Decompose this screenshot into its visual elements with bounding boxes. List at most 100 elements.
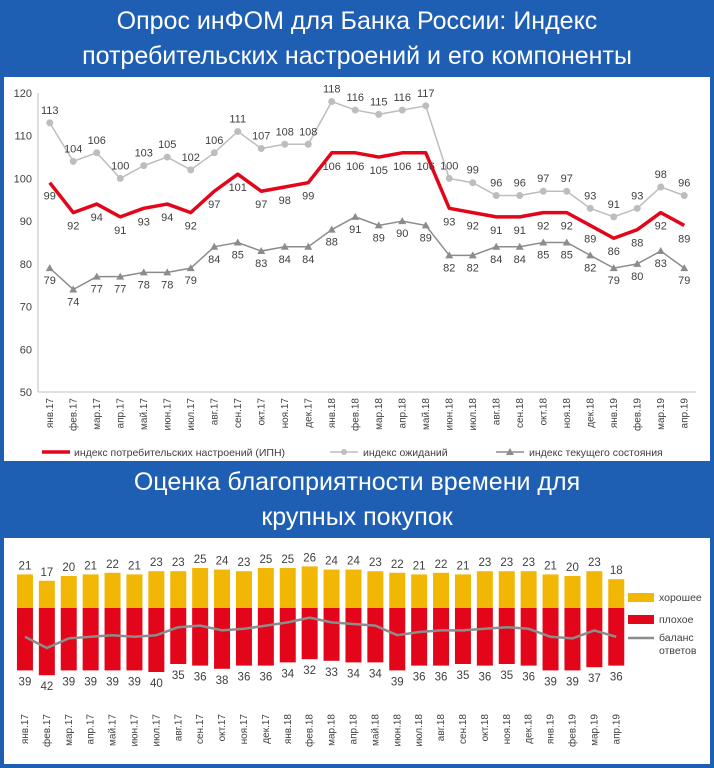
x-tick-label: сен.18	[515, 398, 526, 428]
x-tick-label: июл.18	[468, 398, 479, 431]
good-data-label: 21	[84, 560, 97, 572]
x-tick-label: дек.18	[524, 714, 535, 744]
expectations-index-point	[539, 187, 547, 195]
x-tick-label: фев.19	[566, 714, 578, 747]
expectations-index-data-label: 107	[252, 131, 270, 143]
expectations-index-point	[375, 110, 383, 118]
good-bar	[126, 574, 143, 608]
ipn-index-data-label: 93	[138, 216, 150, 228]
current-conditions-index-point	[374, 221, 383, 229]
expectations-index-data-label: 116	[346, 92, 364, 104]
bad-data-label: 39	[19, 676, 32, 688]
expectations-index-point	[586, 204, 594, 212]
x-tick-label: дек.18	[585, 398, 596, 428]
current-conditions-index-point	[45, 264, 54, 272]
good-bar	[520, 571, 537, 608]
good-bar	[323, 569, 340, 608]
bad-bar	[38, 608, 55, 676]
y-tick-label: 50	[20, 387, 32, 399]
current-conditions-index-line	[49, 216, 685, 291]
bad-data-label: 39	[566, 676, 579, 688]
bad-bar	[170, 608, 187, 664]
ipn-index-line	[48, 151, 686, 240]
current-conditions-index-data-label: 80	[631, 271, 643, 283]
bad-data-label: 36	[522, 672, 535, 684]
bad-data-label: 35	[457, 670, 470, 682]
current-conditions-index-data-label: 84	[514, 254, 526, 266]
ipn-index-data-label: 97	[208, 199, 220, 211]
ipn-index-data-label: 94	[161, 212, 173, 224]
ipn-index-data-label: 105	[370, 165, 388, 177]
current-conditions-index-data-label: 79	[678, 275, 690, 287]
current-conditions-index-point	[116, 272, 125, 280]
good-bar	[433, 572, 450, 608]
good-data-label: 21	[457, 560, 470, 572]
good-data-label: 20	[566, 562, 579, 574]
bad-bar	[148, 608, 165, 672]
expectations-index-point	[69, 157, 77, 165]
expectations-index-data-label: 93	[584, 190, 596, 202]
current-conditions-index-data-label: 83	[255, 258, 267, 270]
y-tick-label: 70	[20, 302, 32, 314]
legend-ipn-label: индекс потребительских настроений (ИПН)	[74, 447, 285, 459]
expectations-index-point	[492, 192, 500, 200]
y-tick-label: 60	[20, 344, 32, 356]
good-bar	[454, 574, 471, 608]
current-conditions-index-point	[139, 268, 148, 276]
good-bar	[345, 569, 362, 608]
bad-data-label: 36	[259, 672, 272, 684]
ipn-index-data-label: 92	[67, 221, 79, 233]
good-bar	[214, 569, 231, 608]
good-bar	[170, 571, 187, 608]
current-conditions-index-data-label: 84	[208, 254, 220, 266]
expectations-index-data-label: 116	[393, 92, 411, 104]
top-title-line-1: Опрос инФОМ для Банка России: Индекс	[116, 7, 598, 35]
good-bar	[60, 576, 77, 608]
current-conditions-index-point	[468, 251, 477, 259]
ipn-index-data-label: 106	[346, 161, 364, 173]
expectations-index-point	[257, 145, 265, 153]
ipn-index-data-label: 92	[185, 221, 197, 233]
x-tick-label: фев.17	[67, 398, 79, 431]
expectations-index-data-label: 100	[111, 160, 129, 172]
good-bar	[564, 576, 581, 608]
current-conditions-index-data-label: 89	[373, 232, 385, 244]
x-tick-label: янв.17	[20, 714, 31, 745]
x-tick-label: мар.17	[92, 398, 103, 430]
ipn-index-data-label: 94	[91, 212, 103, 224]
good-data-label: 24	[216, 556, 229, 568]
ipn-index-data-label: 88	[631, 238, 643, 250]
current-conditions-index-point	[92, 272, 101, 280]
expectations-index-data-label: 105	[158, 139, 176, 151]
bad-bar	[586, 608, 603, 668]
expectations-index-data-label: 117	[417, 88, 435, 100]
expectations-index-point	[163, 153, 171, 161]
good-data-label: 23	[150, 557, 163, 569]
good-data-label: 23	[369, 557, 382, 569]
current-conditions-index-point	[327, 225, 336, 233]
ipn-index-data-label: 92	[537, 221, 549, 233]
x-tick-label: янв.19	[609, 398, 620, 429]
current-conditions-index-point	[492, 242, 501, 250]
legend-current-marker	[506, 448, 514, 455]
current-conditions-index-data-label: 85	[232, 250, 244, 262]
current-conditions-index-data-label: 74	[67, 296, 79, 308]
bad-bar	[16, 608, 33, 671]
current-conditions-index-point	[233, 238, 242, 246]
bad-bar	[498, 608, 515, 664]
good-data-label: 22	[435, 559, 448, 571]
current-conditions-index-data-label: 85	[537, 250, 549, 262]
good-data-label: 25	[281, 554, 294, 566]
current-conditions-index-point	[586, 251, 595, 259]
current-conditions-index-point	[562, 238, 571, 246]
bad-data-label: 35	[172, 670, 185, 682]
expectations-index-data-label: 98	[655, 169, 667, 181]
bad-data-label: 37	[588, 673, 601, 685]
good-data-label: 25	[194, 554, 207, 566]
bad-data-label: 34	[369, 668, 382, 680]
current-conditions-index-data-label: 77	[91, 284, 103, 296]
expectations-index-point	[140, 162, 148, 170]
x-tick-label: авг.18	[436, 714, 447, 742]
x-tick-label: янв.19	[546, 714, 557, 745]
current-conditions-index-point	[445, 251, 454, 259]
